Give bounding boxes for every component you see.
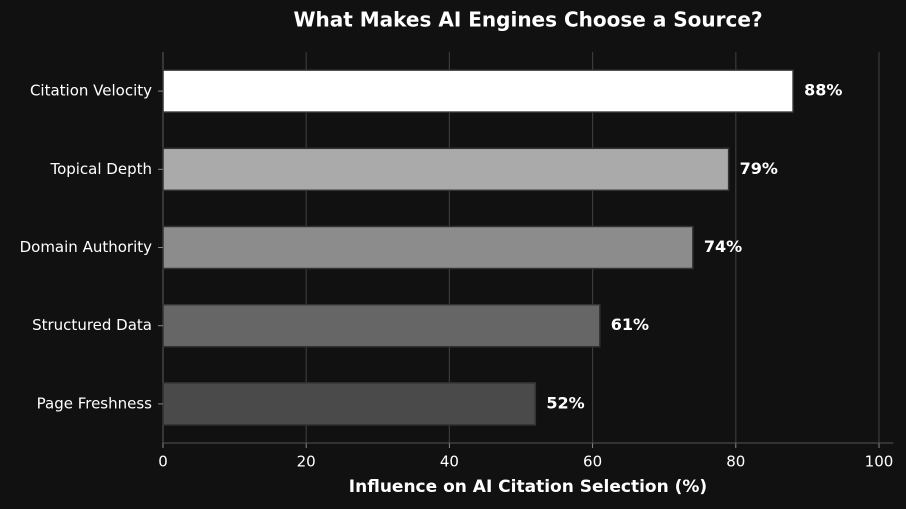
- y-tick-label: Topical Depth: [49, 160, 152, 178]
- x-tick-label: 80: [726, 453, 745, 471]
- x-axis-label: Influence on AI Citation Selection (%): [349, 477, 707, 497]
- chart-title: What Makes AI Engines Choose a Source?: [293, 8, 762, 32]
- value-label: 79%: [740, 159, 778, 178]
- value-label: 74%: [704, 237, 742, 256]
- bar: [162, 225, 694, 270]
- x-tick-label: 100: [865, 453, 894, 471]
- y-tick-label: Page Freshness: [37, 394, 153, 412]
- bar: [162, 69, 794, 113]
- y-tick-label: Structured Data: [32, 316, 152, 334]
- x-tick-label: 60: [583, 453, 602, 471]
- y-tick-label: Domain Authority: [20, 238, 153, 256]
- x-tick-label: 20: [297, 453, 316, 471]
- y-tick-label: Citation Velocity: [30, 82, 152, 100]
- value-label: 88%: [804, 81, 842, 100]
- value-label: 61%: [611, 315, 649, 334]
- value-label: 52%: [546, 393, 584, 412]
- bar: [162, 382, 537, 426]
- x-tick-label: 40: [440, 453, 459, 471]
- x-tick-label: 0: [158, 453, 168, 471]
- bar: [162, 303, 601, 348]
- bar: [162, 147, 730, 192]
